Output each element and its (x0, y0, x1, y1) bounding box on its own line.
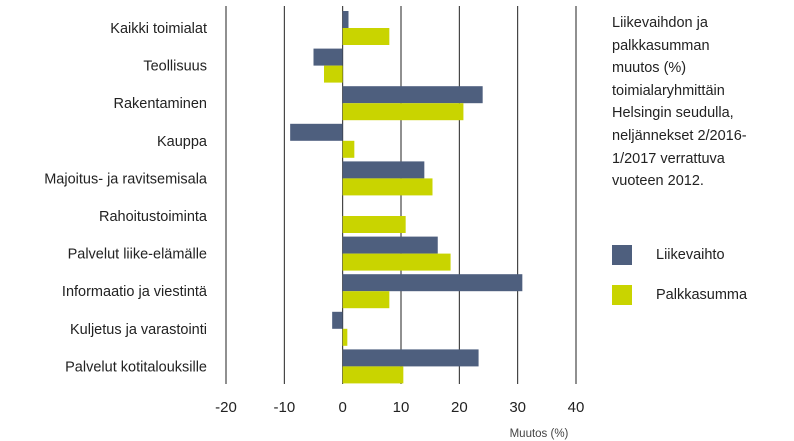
bar-liikevaihto-informaatio-ja-viestinta (342, 274, 523, 292)
bar-palkkasumma-rahoitustoiminta (342, 216, 406, 233)
chart-title-line: Liikevaihdon ja (612, 15, 708, 31)
bar-liikevaihto-palvelut-kotitalouksille (342, 349, 479, 367)
category-label: Majoitus- ja ravitsemisala (44, 171, 208, 187)
bar-palkkasumma-majoitus-ja-ravitsemisala (342, 178, 433, 196)
bar-liikevaihto-kauppa (290, 123, 343, 141)
bar-liikevaihto-teollisuus (313, 48, 343, 66)
category-label: Kuljetus ja varastointi (70, 322, 207, 338)
chart-title-line: 1/2017 verrattuva (612, 150, 725, 167)
category-labels: Kaikki toimialat Teollisuus Rakentaminen Ka… (44, 21, 208, 375)
chart-title-line: neljännekset 2/2016- (612, 127, 747, 144)
chart-title-line: toimialaryhmittäin (612, 82, 725, 99)
bar-palkkasumma-rakentaminen (342, 103, 464, 121)
chart-title: Liikevaihdon ja palkkasumman muutos (%) toi… (612, 12, 782, 193)
category-label: Informaatio ja viestintä (62, 284, 208, 300)
bar-palkkasumma-informaatio-ja-viestinta (342, 291, 390, 309)
bar-liikevaihto-majoitus-ja-ravitsemisala (342, 161, 425, 179)
category-label: Rakentaminen (114, 96, 208, 112)
x-tick-labels: -20 -10 0 10 20 30 40 (215, 399, 584, 416)
category-label: Palvelut liike-elämälle (68, 247, 207, 263)
bar-palkkasumma-kaikki-toimialat (342, 28, 390, 45)
category-label: Teollisuus (143, 59, 207, 75)
category-label: Rahoitustoiminta (99, 209, 208, 225)
bar-palkkasumma-palvelut-liike-elamalle (342, 253, 451, 271)
x-axis-title: Muutos (%) (510, 428, 569, 440)
chart-title-line: muutos (%) (612, 60, 687, 77)
chart-title-line: vuoteen 2012. (612, 173, 704, 190)
legend-swatch-palkkasumma (612, 285, 632, 305)
x-tick-label: 0 (338, 399, 346, 416)
legend-label-palkkasumma: Palkkasumma (656, 287, 748, 303)
legend-label-liikevaihto: Liikevaihto (656, 247, 725, 263)
legend-item-palkkasumma: Palkkasumma (612, 285, 747, 305)
x-tick-label: 10 (393, 399, 410, 416)
bar-palkkasumma-palvelut-kotitalouksille (342, 366, 404, 384)
bar-liikevaihto-kuljetus-ja-varastointi (332, 311, 343, 329)
legend-swatch-liikevaihto (612, 245, 632, 265)
legend-item-liikevaihto: Liikevaihto (612, 245, 725, 265)
bar-liikevaihto-palvelut-liike-elamalle (342, 236, 438, 254)
bar-palkkasumma-kuljetus-ja-varastointi (342, 328, 348, 346)
bar-palkkasumma-kauppa (342, 140, 355, 158)
bars (290, 11, 523, 384)
category-label: Kaikki toimialat (110, 21, 207, 37)
category-label: Palvelut kotitalouksille (65, 359, 207, 375)
x-tick-label: -20 (215, 399, 237, 416)
chart-title-line: palkkasumman (612, 37, 710, 54)
bar-liikevaihto-rakentaminen (342, 86, 483, 104)
x-tick-label: 40 (568, 399, 585, 416)
bar-palkkasumma-teollisuus (324, 65, 343, 83)
category-label: Kauppa (157, 134, 208, 150)
x-tick-label: -10 (273, 399, 295, 416)
x-tick-label: 30 (509, 399, 526, 416)
bar-liikevaihto-kaikki-toimialat (342, 11, 349, 28)
chart-title-line: Helsingin seudulla, (612, 105, 734, 122)
x-tick-label: 20 (451, 399, 468, 416)
